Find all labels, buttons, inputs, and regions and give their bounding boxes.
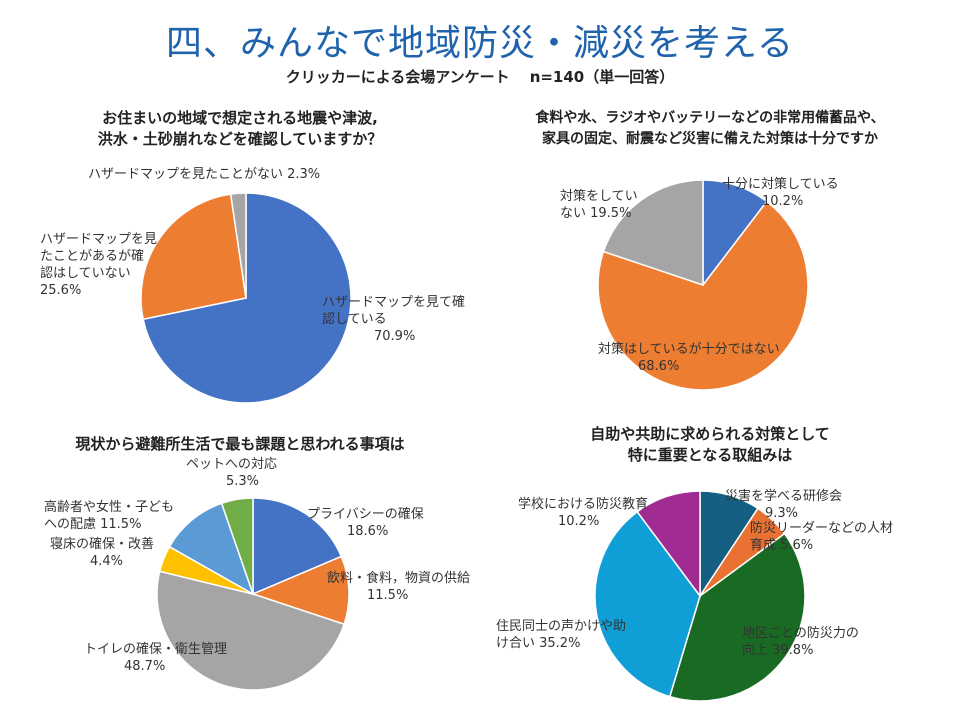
chart-3-title-line-1: 現状から避難所生活で最も課題と思われる事項は: [75, 435, 405, 453]
chart-4-title: 自助や共助に求められる対策として 特に重要となる取組みは: [490, 424, 930, 466]
chart-4-slice-3-label: 地区ごとの防災力の向上 39.8%: [742, 625, 859, 658]
chart-1-title: お住まいの地域で想定される地震や津波, 洪水・土砂崩れなどを確認していますか？: [40, 108, 440, 150]
chart-3-title: 現状から避難所生活で最も課題と思われる事項は: [40, 434, 440, 455]
slice-label-line: ハザードマップを見たことがない 2.3%: [88, 167, 320, 182]
chart-4-slice-2-label: 防災リーダーなどの人材育成 5.6%: [750, 520, 893, 553]
chart-4-title-line-1: 自助や共助に求められる対策として: [590, 425, 830, 443]
chart-3-slice-1: [252, 497, 343, 596]
slice-label-line: 認はしていない: [40, 265, 131, 281]
slice-label-line: 住民同士の声かけや助: [496, 619, 626, 634]
chart-2-title-line-2: 家具の固定、耐震など災害に備えた対策は十分ですか: [542, 131, 878, 147]
chart-1-slice-3-label: ハザードマップを見たことがない 2.3%: [88, 167, 320, 182]
chart-1-slice-3: [229, 192, 247, 299]
slice-label-line: 学校における防災教育: [518, 496, 648, 512]
slice-label-line: 対策はしているが十分ではない: [598, 341, 780, 357]
slice-label-line: 向上 39.8%: [742, 642, 813, 658]
chart-2-slice-2-label: 対策はしているが十分ではない 68.6%: [598, 341, 780, 374]
slice-label-line: 防災リーダーなどの人材: [750, 520, 893, 536]
chart-1-slice-1: [142, 192, 352, 404]
slice-label-line: 地区ごとの防災力の: [742, 625, 859, 641]
slice-value: 48.7%: [124, 659, 165, 674]
slice-label-line: ない 19.5%: [560, 206, 631, 221]
chart-2-slice-3: [602, 179, 704, 287]
chart-4-slice-5-label: 学校における防災教育 10.2%: [518, 496, 648, 529]
slice-label-line: ハザードマップを見て確: [322, 294, 465, 310]
chart-4-slice-4: [594, 510, 701, 698]
chart-1-slice-2: [140, 193, 247, 321]
slice-label-line: 寝床の確保・改善: [50, 536, 154, 552]
slice-value: 5.3%: [226, 474, 259, 489]
chart-2-title-line-1: 食料や水、ラジオやバッテリーなどの非常用備蓄品や、: [535, 110, 885, 126]
slice-label-line: 飲料・食料，物資の供給: [327, 570, 470, 586]
page-subtitle: クリッカーによる会場アンケート n=140（単一回答）: [0, 66, 960, 87]
slice-value: 18.6%: [347, 524, 388, 539]
chart-2-slice-3-label: 対策をしていない 19.5%: [560, 188, 638, 221]
slice-label-line: たことがあるが確: [40, 248, 144, 264]
slice-value: 25.6%: [40, 283, 81, 298]
slice-label-line: 認している: [322, 311, 387, 327]
chart-3-slice-3-label: トイレの確保・衛生管理 48.7%: [84, 641, 227, 674]
slice-label-line: け合い 35.2%: [496, 636, 580, 651]
chart-2-title: 食料や水、ラジオやバッテリーなどの非常用備蓄品や、 家具の固定、耐震など災害に備…: [490, 108, 930, 150]
page-title: 四、みんなで地域防災・減災を考える: [166, 23, 794, 64]
slice-label-line: ペットへの対応: [186, 457, 277, 472]
sample-size: n=140（単一回答）: [529, 68, 675, 86]
chart-3-slice-6: [220, 497, 254, 595]
slice-value: 11.5%: [367, 588, 408, 603]
chart-3-slice-3: [156, 570, 346, 691]
slice-value: 70.9%: [374, 329, 415, 344]
chart-3-slice-2: [250, 555, 350, 626]
chart-3-slice-1-label: プライバシーの確保 18.6%: [307, 506, 424, 539]
chart-3-slice-2-label: 飲料・食料，物資の供給 11.5%: [327, 570, 470, 603]
chart-1-slice-2-label: ハザードマップを見たことがあるが確認はしていない 25.6%: [40, 232, 157, 298]
chart-3-slice-5: [168, 502, 255, 596]
slice-label-line: 十分に対策している: [722, 176, 839, 192]
chart-4-slice-3: [668, 532, 806, 702]
chart-4-slice-5: [636, 490, 701, 599]
slice-label-line: 高齢者や女性・子ども: [44, 499, 174, 515]
chart-3-slice-5-label: 高齢者や女性・子どもへの配慮 11.5%: [44, 499, 174, 532]
slice-label-line: への配慮 11.5%: [44, 517, 141, 532]
slice-label-line: 対策をしてい: [560, 188, 638, 204]
slice-value: 9.3%: [765, 506, 798, 521]
chart-1-slice-1-label: ハザードマップを見て確認している 70.9%: [322, 294, 465, 344]
chart-1-title-line-1: お住まいの地域で想定される地震や津波,: [102, 109, 378, 127]
slice-label-line: ハザードマップを見: [40, 232, 157, 247]
survey-method: クリッカーによる会場アンケート: [285, 68, 510, 86]
chart-3-slice-4-label: 寝床の確保・改善 4.4%: [50, 536, 154, 569]
chart-2-slice-1-label: 十分に対策している 10.2%: [722, 176, 839, 209]
chart-2-slice-1: [702, 179, 768, 288]
chart-4-slice-1-label: 災害を学べる研修会 9.3%: [725, 488, 842, 521]
slice-value: 4.4%: [90, 554, 123, 569]
slice-label-line: 災害を学べる研修会: [725, 488, 842, 504]
chart-4-slice-4-label: 住民同士の声かけや助け合い 35.2%: [496, 619, 626, 651]
slice-label-line: 育成 5.6%: [750, 537, 813, 553]
slice-value: 68.6%: [638, 359, 679, 374]
chart-3-slice-6-label: ペットへの対応 5.3%: [186, 457, 277, 489]
slice-label-line: プライバシーの確保: [307, 506, 424, 522]
chart-2-slice-2: [597, 200, 809, 391]
slice-value: 10.2%: [558, 514, 599, 529]
chart-4-title-line-2: 特に重要となる取組みは: [627, 446, 793, 464]
slice-value: 10.2%: [762, 194, 803, 209]
slice-label-line: トイレの確保・衛生管理: [84, 641, 227, 657]
chart-1-title-line-2: 洪水・土砂崩れなどを確認していますか？: [97, 130, 383, 148]
